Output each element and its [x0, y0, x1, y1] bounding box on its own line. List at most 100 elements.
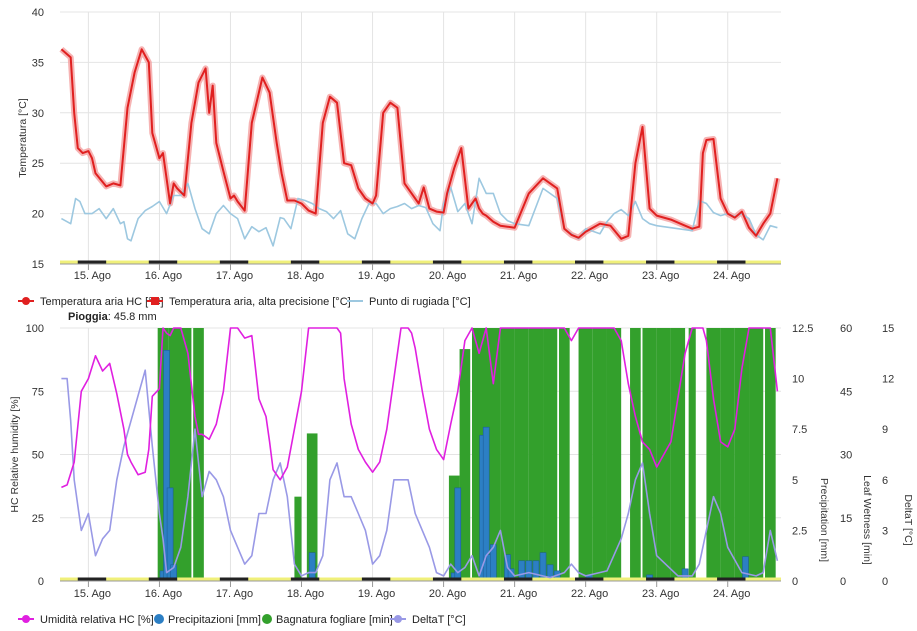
prec-y-tick-label: 0 — [792, 576, 798, 588]
rain-total-title: Pioggia — [68, 311, 109, 323]
leaf-wetness-bar — [543, 328, 558, 581]
leaf-wetness-bar — [193, 328, 204, 581]
leaf-wetness-bar — [472, 328, 480, 581]
temp-hc-line — [60, 48, 779, 240]
leaf-wetness-bar — [749, 328, 764, 581]
leaf-wetness-bar — [486, 328, 501, 581]
temp-x-tick-label: 21. Ago — [500, 270, 537, 282]
temp-y-tick-label: 35 — [32, 57, 44, 69]
temp-x-tick-label: 19. Ago — [358, 270, 395, 282]
temp-y-tick-label: 15 — [32, 259, 44, 271]
rh-y-tick-label: 0 — [38, 576, 44, 588]
dt-y-axis-title: DeltaT [°C] — [902, 494, 914, 545]
rh-x-tick-label: 23. Ago — [642, 588, 679, 600]
leaf-wetness-bar — [706, 328, 721, 581]
dt-y-tick-label: 6 — [882, 475, 888, 487]
legend-humidity-label[interactable]: Umidità relativa HC [%] — [40, 614, 154, 626]
dt-y-tick-label: 3 — [882, 525, 888, 537]
precipitation-bar — [454, 487, 462, 582]
leaf-wetness-bar — [177, 328, 192, 581]
leaf-wetness-bar — [306, 433, 318, 581]
leaf-y-tick-label: 15 — [840, 513, 852, 525]
dew-point-line — [61, 177, 778, 247]
rh-y-tick-label: 50 — [32, 450, 44, 462]
rh-y-axis-title: HC Relative humidity [%] — [9, 396, 21, 512]
temp-high-precision-band — [59, 46, 781, 242]
temp-y-axis-title: Temperatura [°C] — [17, 98, 29, 178]
legend-leaf-wetness-label[interactable]: Bagnatura fogliare [min] — [276, 614, 393, 626]
temp-x-tick-label: 18. Ago — [287, 270, 324, 282]
legend-temp-hp-label[interactable]: Temperatura aria, alta precisione [°C] — [169, 296, 351, 308]
leaf-wetness-bar — [592, 328, 607, 581]
leaf-wetness-bar — [630, 328, 641, 581]
dt-y-tick-label: 12 — [882, 374, 894, 386]
leaf-wetness-bar — [765, 328, 776, 581]
rh-x-tick-label: 19. Ago — [358, 588, 395, 600]
rh-x-tick-label: 24. Ago — [713, 588, 750, 600]
temp-x-tick-label: 24. Ago — [713, 270, 750, 282]
leaf-wetness-bar — [514, 328, 529, 581]
leaf-wetness-bar — [528, 328, 544, 581]
leaf-wetness-bar — [734, 328, 750, 581]
leaf-wetness-bar — [670, 328, 686, 581]
dt-y-tick-label: 9 — [882, 424, 888, 436]
legend-leaf-wetness-marker — [262, 614, 272, 624]
leaf-wetness-bar — [157, 328, 169, 581]
legend-temp-hc-label[interactable]: Temperatura aria HC [°C] — [40, 296, 164, 308]
leaf-wetness-bar — [459, 349, 471, 581]
rain-total-label: Pioggia: 45.8 mm — [68, 311, 157, 323]
deltat-line — [61, 369, 779, 579]
rh-x-tick-label: 17. Ago — [216, 588, 253, 600]
leaf-y-tick-label: 60 — [840, 323, 852, 335]
rh-x-tick-label: 16. Ago — [145, 588, 182, 600]
legend-deltat-marker — [394, 615, 402, 623]
leaf-y-tick-label: 45 — [840, 386, 852, 398]
legend-temp-hc-marker — [22, 297, 30, 305]
leaf-wetness-bar — [559, 328, 570, 581]
humidity-line — [61, 327, 779, 489]
leaf-wetness-bar — [578, 328, 593, 581]
rh-x-tick-label: 18. Ago — [287, 588, 324, 600]
dt-y-tick-label: 15 — [882, 323, 894, 335]
leaf-y-axis-title: Leaf Wetness [min] — [861, 475, 873, 565]
rh-y-tick-label: 25 — [32, 513, 44, 525]
rh-y-tick-label: 100 — [26, 323, 44, 335]
leaf-wetness-bar — [606, 328, 622, 581]
leaf-wetness-bar — [500, 328, 515, 581]
prec-y-tick-label: 10 — [792, 374, 804, 386]
leaf-y-tick-label: 30 — [840, 450, 852, 462]
rh-x-tick-label: 22. Ago — [571, 588, 608, 600]
prec-y-tick-label: 5 — [792, 475, 798, 487]
precipitation-bar — [742, 556, 749, 582]
legend-temp-hp-marker — [151, 297, 159, 305]
dt-y-tick-label: 0 — [882, 576, 888, 588]
temp-y-tick-label: 25 — [32, 158, 44, 170]
temp-x-tick-label: 22. Ago — [571, 270, 608, 282]
legend-dew-point-label[interactable]: Punto di rugiada [°C] — [369, 296, 471, 308]
prec-y-axis-title: Precipitation [mm] — [818, 478, 830, 562]
leaf-wetness-bar — [448, 475, 460, 581]
precipitation-bar — [308, 552, 316, 582]
leaf-wetness-bar — [294, 496, 302, 581]
legend-deltat-label[interactable]: DeltaT [°C] — [412, 614, 466, 626]
legend-precipitation-marker — [154, 614, 164, 624]
temp-x-tick-label: 17. Ago — [216, 270, 253, 282]
prec-y-tick-label: 12.5 — [792, 323, 813, 335]
leaf-wetness-bar — [168, 328, 179, 581]
temp-y-tick-label: 30 — [32, 108, 44, 120]
leaf-wetness-bar — [642, 328, 657, 581]
temp-x-tick-label: 23. Ago — [642, 270, 679, 282]
legend-humidity-marker — [22, 615, 30, 623]
rh-y-tick-label: 75 — [32, 386, 44, 398]
temp-x-tick-label: 20. Ago — [429, 270, 466, 282]
prec-y-tick-label: 2.5 — [792, 525, 807, 537]
temp-y-tick-label: 40 — [32, 7, 44, 19]
leaf-y-tick-label: 0 — [840, 576, 846, 588]
leaf-wetness-bar — [688, 328, 696, 581]
legend-precipitation-label[interactable]: Precipitazioni [mm] — [168, 614, 261, 626]
leaf-wetness-bar — [720, 328, 735, 581]
temp-y-tick-label: 20 — [32, 209, 44, 221]
temp-x-tick-label: 16. Ago — [145, 270, 182, 282]
rh-x-tick-label: 21. Ago — [500, 588, 537, 600]
